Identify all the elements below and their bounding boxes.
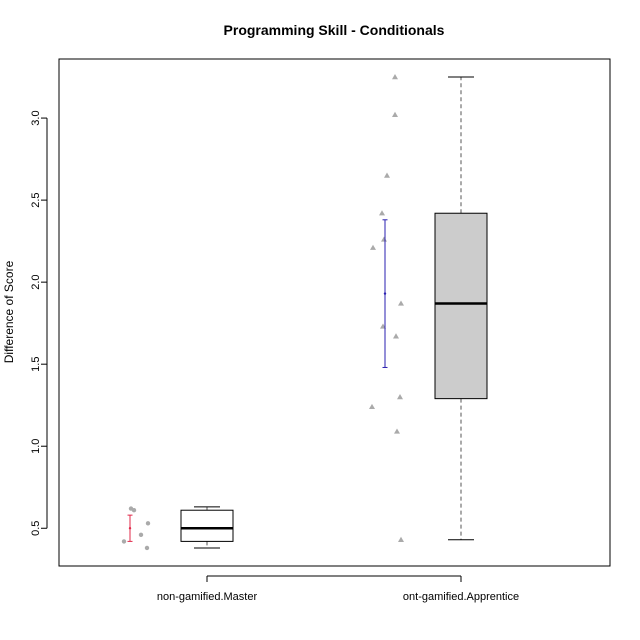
- y-tick-label: 1.5: [30, 357, 42, 372]
- box-group-1: [369, 74, 488, 542]
- box-group-0: [121, 506, 234, 551]
- box: [434, 212, 488, 400]
- data-point: [398, 536, 404, 542]
- y-tick-label: 0.5: [30, 521, 42, 536]
- x-axis: non-gamified.Master ont-gamified.Apprenti…: [157, 575, 519, 603]
- data-point: [145, 521, 151, 526]
- data-point: [384, 172, 390, 178]
- error-bar-mean: [128, 527, 132, 530]
- error-bar-mean: [383, 292, 387, 295]
- y-tick-label: 2.0: [30, 274, 42, 289]
- chart-title: Programming Skill - Conditionals: [224, 22, 445, 38]
- data-point: [392, 74, 398, 80]
- box: [180, 509, 234, 542]
- y-tick-label: 1.0: [30, 439, 42, 454]
- x-tick-label: non-gamified.Master: [157, 591, 258, 603]
- data-point: [138, 532, 144, 538]
- data-point: [394, 428, 400, 434]
- data-point: [393, 333, 399, 339]
- data-point: [381, 236, 387, 242]
- data-point: [398, 300, 404, 306]
- plot-marks: [121, 74, 488, 551]
- y-axis: 0.5 1.0 1.5 2.0 2.5 3.0: [30, 110, 48, 536]
- y-tick-label: 2.5: [30, 192, 42, 207]
- data-point: [369, 403, 375, 410]
- data-point: [121, 539, 127, 544]
- data-point: [397, 394, 403, 400]
- plot-frame: [58, 58, 611, 567]
- y-tick-label: 3.0: [30, 110, 42, 125]
- x-tick-label: ont-gamified.Apprentice: [403, 591, 519, 603]
- data-point: [144, 545, 150, 551]
- data-point: [379, 210, 385, 216]
- data-point: [131, 508, 137, 513]
- data-point: [370, 244, 376, 250]
- y-axis-label: Difference of Score: [2, 260, 16, 363]
- data-point: [392, 111, 398, 117]
